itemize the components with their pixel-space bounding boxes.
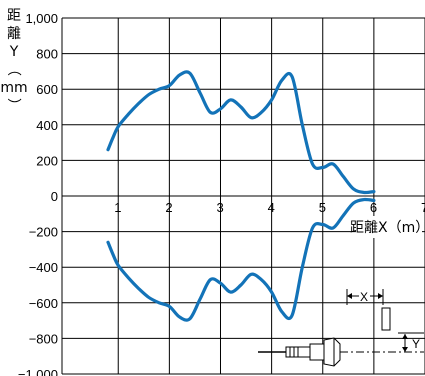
x-tick-label: 2 — [165, 200, 172, 215]
inset-x-label: X — [360, 290, 368, 304]
grid-lines — [61, 17, 425, 375]
x-axis-label: 距離X（m） — [350, 219, 425, 236]
inset-y-label: Y — [412, 337, 420, 351]
x-axis-label-backdrop — [356, 216, 422, 238]
y-tick-label: 1,000 — [25, 11, 58, 26]
inset-sensor-head — [323, 337, 341, 367]
arrowhead-right-icon — [378, 293, 383, 299]
arrowhead-left-icon — [347, 293, 352, 299]
arrowhead-up-icon — [402, 334, 408, 339]
y-axis-label-char: 距 — [7, 8, 21, 24]
series-upper-curve — [106, 70, 376, 195]
y-axis-label-char: 離 — [7, 25, 21, 42]
x-tick-label: 1 — [114, 200, 121, 215]
y-tick-label: 0 — [51, 189, 58, 204]
x-tick-label: 5 — [319, 200, 326, 215]
x-tick-label: 3 — [216, 200, 223, 215]
x-tick-labels: 1 2 3 4 5 6 7 — [114, 200, 425, 215]
y-tick-label: 800 — [36, 47, 58, 62]
x-tick-label: 6 — [370, 200, 377, 215]
y-tick-label: 200 — [36, 153, 58, 168]
y-tick-label: 600 — [36, 82, 58, 97]
y-axis-label-char: mm — [0, 80, 27, 96]
y-tick-label: −400 — [29, 260, 58, 275]
y-tick-label: −800 — [29, 331, 58, 346]
series-curves — [106, 70, 376, 322]
y-axis-label-char: Y — [9, 44, 19, 60]
series-lower-curve — [106, 197, 376, 322]
y-axis-label: 距離Y （ mm ） — [0, 8, 27, 112]
arrowhead-down-icon — [402, 347, 408, 352]
y-tick-label: 400 — [36, 118, 58, 133]
inset-target — [381, 307, 391, 331]
y-axis-label-char: ） — [5, 98, 21, 112]
x-tick-label: 7 — [421, 200, 425, 215]
y-tick-label: −1,000 — [18, 367, 58, 376]
y-tick-label: −600 — [29, 296, 58, 311]
y-tick-labels: 1,000 800 600 400 200 0 −200 −400 −600 −800 −1,000 — [18, 11, 58, 376]
y-tick-label: −200 — [29, 225, 58, 240]
x-tick-label: 4 — [268, 200, 275, 215]
inset-sensor-nut — [309, 343, 325, 361]
sensor-diagram-inset: X Y — [258, 289, 424, 367]
y-axis-label-char: （ — [5, 62, 21, 76]
